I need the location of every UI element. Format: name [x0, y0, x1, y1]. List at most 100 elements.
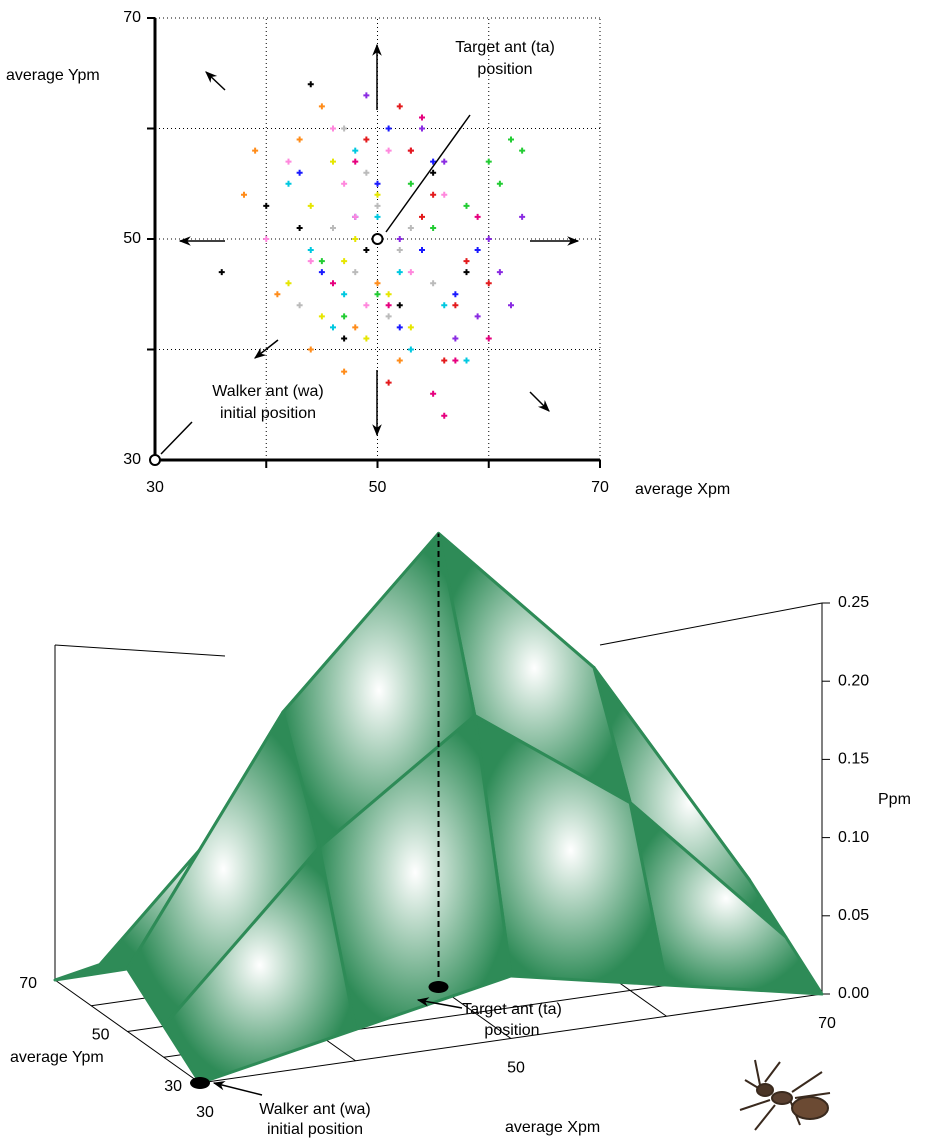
point — [274, 291, 281, 298]
point — [363, 92, 370, 99]
point — [318, 103, 325, 110]
point — [430, 191, 437, 198]
point — [374, 180, 381, 187]
point — [285, 158, 292, 165]
point — [352, 236, 359, 242]
point — [385, 125, 392, 132]
point — [307, 81, 314, 88]
y-tick-label: 50 — [123, 230, 141, 247]
point — [263, 236, 270, 242]
x-tick-label: 30 — [146, 479, 164, 496]
x-tick-label: 50 — [369, 479, 387, 496]
annotation: Target ant (ta) — [455, 39, 555, 56]
point — [508, 302, 514, 309]
point — [508, 136, 514, 143]
point — [363, 169, 370, 176]
annotation: initial position — [220, 405, 316, 422]
point — [441, 191, 448, 198]
point — [419, 125, 425, 132]
point — [430, 280, 437, 287]
point — [463, 357, 470, 364]
position-marker — [371, 233, 384, 245]
annotation: Target ant (ta) — [462, 1001, 562, 1018]
point — [485, 236, 492, 242]
point — [374, 202, 381, 209]
point — [496, 269, 503, 276]
position-marker — [149, 454, 161, 466]
point — [330, 158, 336, 165]
point — [330, 280, 336, 287]
point — [352, 147, 359, 154]
floor-grid-line — [199, 993, 823, 1084]
point — [396, 247, 403, 254]
y-tick-label: 30 — [164, 1078, 182, 1095]
point — [485, 335, 492, 342]
point — [218, 269, 225, 276]
point — [307, 346, 314, 353]
surface-panel: 0.00 0.05 0.10 0.15 0.20 0.25 30 50 70 30 50 70 — [19, 531, 869, 1121]
point — [519, 213, 526, 220]
point — [307, 258, 314, 265]
point — [485, 158, 492, 165]
point — [318, 269, 325, 276]
point — [341, 368, 348, 375]
point — [330, 125, 336, 132]
z-tick-label: 0.00 — [838, 985, 869, 1002]
point — [407, 147, 414, 154]
direction-arrows — [160, 43, 580, 455]
point — [385, 291, 392, 298]
point — [363, 247, 370, 254]
point — [441, 302, 448, 309]
point — [385, 302, 392, 309]
point — [396, 302, 403, 309]
x-axis-label: average Xpm — [635, 481, 730, 498]
point — [441, 412, 448, 419]
point — [407, 224, 414, 231]
x-tick-label: 50 — [507, 1060, 525, 1077]
point — [407, 180, 414, 187]
point — [396, 269, 403, 276]
z-tick-label: 0.15 — [838, 751, 869, 768]
point — [496, 180, 503, 187]
point — [474, 213, 481, 220]
point — [385, 379, 392, 386]
point — [485, 280, 492, 287]
point — [396, 103, 403, 110]
point — [352, 158, 359, 165]
point — [474, 247, 481, 254]
point — [396, 357, 403, 364]
point — [519, 147, 526, 154]
point — [341, 313, 348, 320]
point — [352, 269, 359, 276]
point — [296, 224, 303, 231]
ant-illustration — [739, 1059, 831, 1131]
point — [318, 313, 325, 320]
annotation: initial position — [267, 1121, 363, 1138]
z-tick-label: 0.10 — [838, 829, 869, 846]
point — [363, 302, 370, 309]
point — [296, 169, 303, 176]
annotation: Walker ant (wa) — [259, 1101, 370, 1118]
x-tick-label: 70 — [818, 1015, 836, 1032]
point — [352, 324, 359, 331]
point — [352, 213, 359, 220]
point — [441, 357, 448, 364]
point — [452, 291, 459, 298]
point — [385, 147, 392, 154]
y-axis-label: average Ypm — [6, 67, 100, 84]
point — [452, 335, 459, 342]
x-axis-label: average Xpm — [505, 1119, 600, 1136]
scatter-panel: 30 50 70 30 50 70 — [123, 9, 609, 496]
point — [463, 269, 470, 276]
point — [407, 346, 414, 353]
y-tick-label: 70 — [19, 975, 37, 992]
y-tick-label: 50 — [92, 1027, 110, 1044]
point — [363, 335, 370, 342]
position-marker — [190, 1077, 210, 1089]
z-tick-label: 0.20 — [838, 672, 869, 689]
point — [241, 191, 247, 198]
point — [374, 291, 381, 298]
z-tick-label: 0.05 — [838, 907, 869, 924]
annotation: position — [484, 1022, 539, 1039]
point — [385, 313, 392, 320]
